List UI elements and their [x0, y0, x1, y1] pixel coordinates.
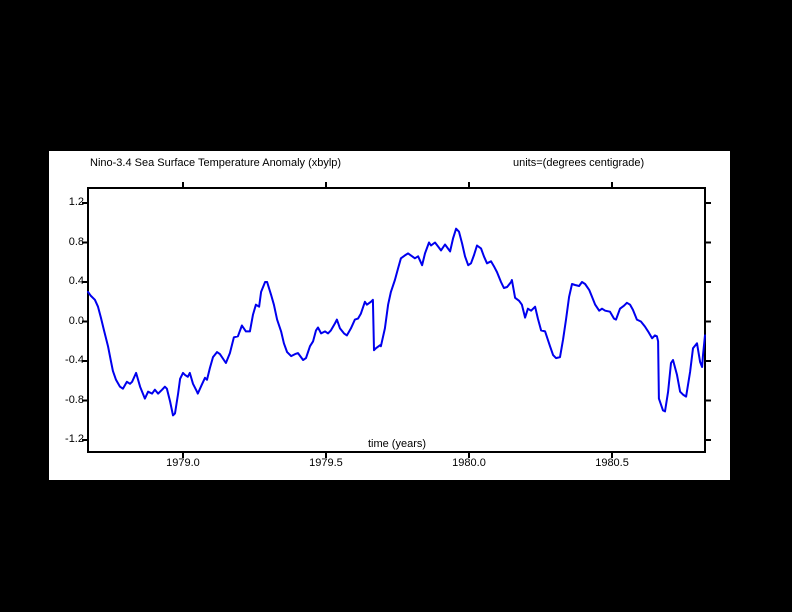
x-tick-label: 1979.5 — [309, 457, 343, 469]
y-tick-label: 1.2 — [68, 196, 84, 208]
y-tick-label: -1.2 — [65, 433, 84, 446]
y-tick-label: 0.4 — [68, 275, 84, 288]
units-label: units=(degrees centigrade) — [513, 157, 645, 169]
chart-title: Nino-3.4 Sea Surface Temperature Anomaly… — [90, 157, 342, 169]
plot-area — [82, 182, 711, 458]
plot-frame — [87, 187, 706, 453]
y-tick-label: -0.8 — [65, 393, 84, 406]
sst-anomaly-line — [87, 227, 706, 417]
y-tick-label: 0.0 — [68, 314, 84, 327]
x-tick-label: 1979.0 — [166, 457, 200, 469]
y-tick-label: -0.4 — [65, 354, 84, 367]
x-tick-label: 1980.0 — [452, 457, 486, 469]
x-axis-title: time (years) — [367, 438, 427, 450]
y-tick-label: 0.8 — [68, 235, 84, 248]
x-tick-label: 1980.5 — [595, 457, 629, 469]
chart-panel: Nino-3.4 Sea Surface Temperature Anomaly… — [49, 151, 730, 480]
